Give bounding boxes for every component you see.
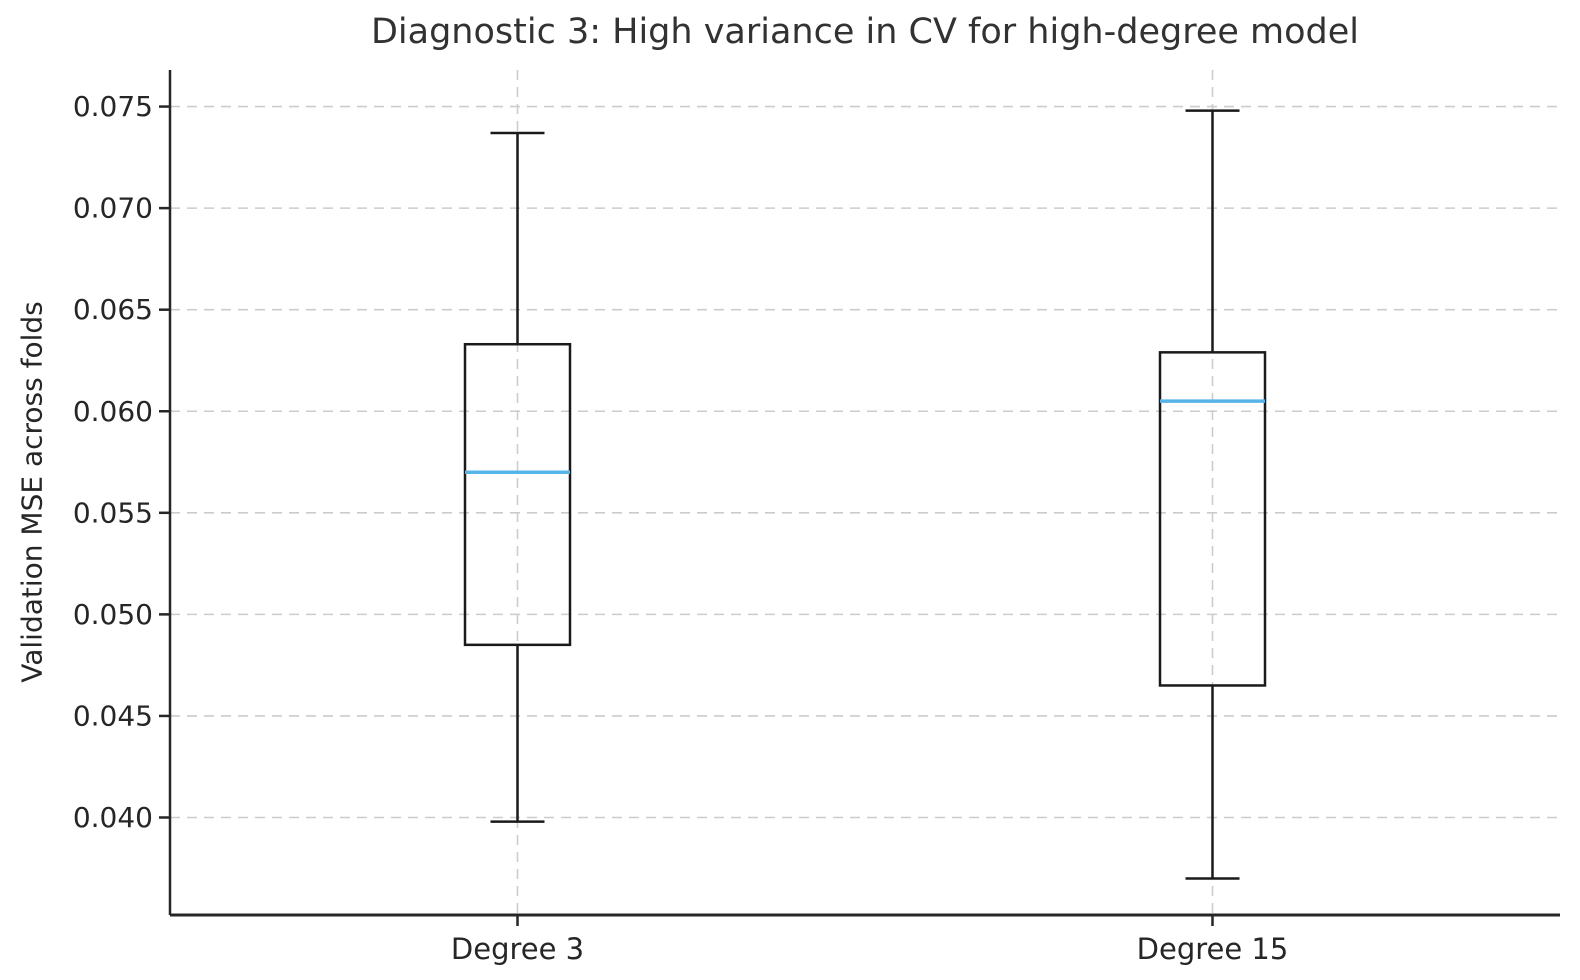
x-tick-label-2: Degree 15 <box>1137 932 1289 966</box>
y-tick-label: 0.040 <box>73 801 153 834</box>
box-degree-3 <box>463 342 572 647</box>
y-tick-label: 0.060 <box>73 395 153 428</box>
y-axis-label: Validation MSE across folds <box>15 301 49 683</box>
x-tick-label-1: Degree 3 <box>451 932 584 966</box>
chart-title: Diagnostic 3: High variance in CV for hi… <box>370 12 1360 52</box>
y-tick-label: 0.070 <box>73 192 153 225</box>
y-tick-label: 0.065 <box>73 293 153 326</box>
box-degree-15 <box>1158 351 1267 687</box>
y-tick-label: 0.045 <box>73 699 153 732</box>
y-tick-label: 0.075 <box>73 90 153 123</box>
y-tick-label: 0.055 <box>73 496 153 529</box>
y-tick-label: 0.050 <box>73 598 153 631</box>
